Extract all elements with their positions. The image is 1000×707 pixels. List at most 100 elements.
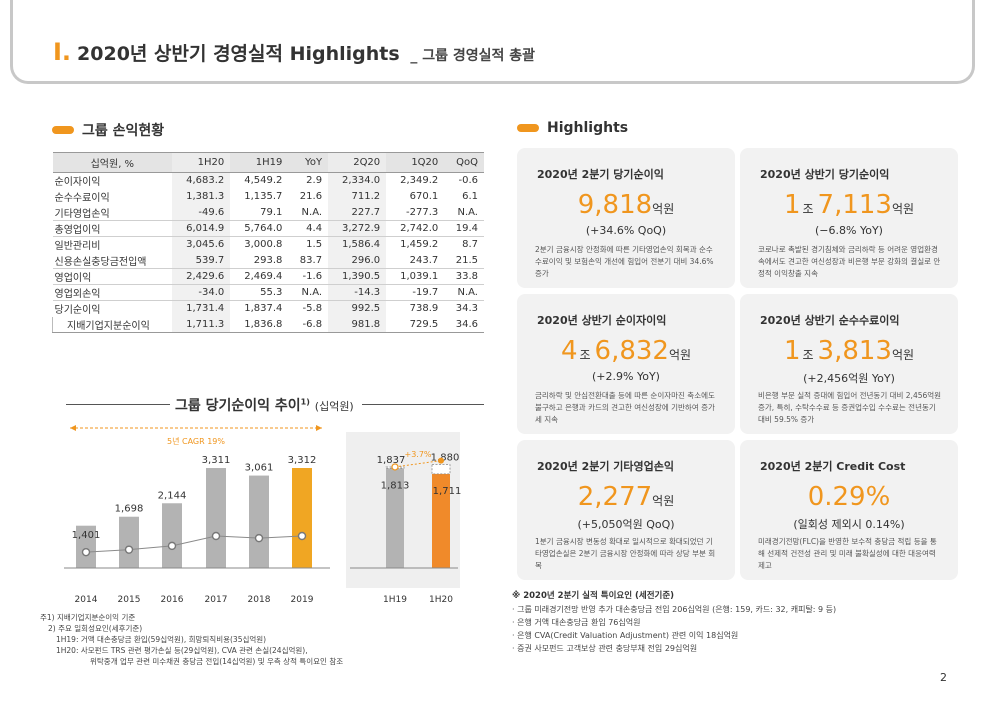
net-income-chart: 5년 CAGR 19% 1,401 1,698 2,144 3,311 3,061 3,31… bbox=[64, 425, 461, 605]
trend-unit: (십억원) bbox=[314, 400, 354, 413]
table-cell: 4,683.2 bbox=[172, 172, 231, 189]
highlights-title: Highlights bbox=[517, 120, 628, 136]
x-tick-label: 2016 bbox=[161, 595, 184, 605]
cagr-arrow-head-left bbox=[70, 425, 76, 431]
table-cell: 1,039.1 bbox=[386, 268, 445, 285]
card-change: (−6.8% YoY) bbox=[815, 224, 883, 237]
card-description: 금리하락 및 안심전환대출 등에 따른 순이자마진 축소에도 불구하고 은행과 … bbox=[535, 391, 715, 424]
bar-2018 bbox=[249, 475, 269, 568]
inset-bar-1H20 bbox=[432, 473, 450, 568]
table-row: 순이자이익 4,683.2 4,549.2 2.9 2,334.0 2,349.2 -0.6 bbox=[53, 172, 485, 189]
col-header: 2Q20 bbox=[328, 152, 387, 173]
highlight-card: 2020년 2분기 Credit Cost 0.29% (일회성 제외시 0.14%… bbox=[740, 440, 958, 580]
table-cell: -49.6 bbox=[172, 204, 231, 221]
table-cell: -14.3 bbox=[328, 284, 387, 301]
table-cell: 2,469.4 bbox=[230, 268, 289, 285]
trend-point bbox=[124, 545, 134, 554]
bar-value-label: 1,401 bbox=[72, 530, 101, 541]
card-big-prefix: 1 bbox=[783, 190, 801, 220]
x-tick-label: 2014 bbox=[75, 595, 98, 605]
inset-x-tick-label: 1H19 bbox=[383, 595, 407, 605]
col-header: 1H19 bbox=[230, 152, 289, 173]
table-cell: 79.1 bbox=[260, 206, 283, 218]
trend-line bbox=[85, 535, 303, 553]
row-label: 총영업이익 bbox=[52, 220, 173, 237]
row-label: 순수수료이익 bbox=[54, 193, 110, 204]
title-text: 2020년 상반기 경영실적 Highlights bbox=[77, 43, 400, 65]
table-cell: 3,272.9 bbox=[328, 220, 387, 237]
table-cell: 992.5 bbox=[328, 300, 387, 317]
table-cell: 4,549.2 bbox=[244, 175, 283, 187]
card-description: 1분기 금융시장 변동성 확대로 일시적으로 확대되었던 기타영업손실은 2분기… bbox=[535, 537, 716, 570]
row-label: 영업이익 bbox=[52, 268, 173, 285]
table-cell: 1,390.5 bbox=[328, 268, 387, 285]
trend-divider-right bbox=[362, 404, 484, 405]
inset-growth-label: +3.7% bbox=[404, 450, 431, 459]
card-big-value: 7,113 bbox=[817, 190, 892, 220]
table-cell: -277.3 bbox=[406, 206, 439, 218]
card-title: 2020년 상반기 순수수료이익 bbox=[760, 314, 900, 327]
row-label: 기타영업손익 bbox=[54, 208, 110, 220]
x-tick-label: 2018 bbox=[248, 595, 271, 605]
col-header: YoY bbox=[288, 152, 329, 173]
table-cell: 21.5 bbox=[455, 254, 478, 266]
header-box: Ⅰ. 2020년 상반기 경영실적 Highlights _ 그룹 경영실적 총괄 bbox=[10, 0, 975, 84]
inset-base-label: 1,813 bbox=[381, 480, 410, 491]
pill-icon bbox=[517, 124, 539, 132]
card-description: 미래경기전망(FLC)을 반영한 보수적 충당금 적립 등을 통해 선제적 건전… bbox=[758, 537, 937, 570]
row-label: 일반관리비 bbox=[52, 236, 173, 253]
bar-2019 bbox=[292, 468, 312, 568]
col-header: 십억원, % bbox=[52, 152, 173, 173]
table-cell: 2.9 bbox=[306, 175, 323, 187]
footnote: 위탁중개 업무 관련 미수채권 충당금 전입(14십억원) 및 우측 상적 특이… bbox=[90, 657, 344, 666]
card-big-prefix: 1 bbox=[783, 336, 801, 366]
row-label: 영업외손익 bbox=[52, 284, 173, 301]
note-item: · 증권 사모펀드 고객보상 관련 충당부채 전입 29십억원 bbox=[512, 644, 698, 653]
card-change: (+34.6% QoQ) bbox=[585, 224, 667, 237]
table-row: 기타영업손익 -49.6 79.1 N.A. 227.7 -277.3 N.A. bbox=[53, 204, 485, 221]
table-cell: 1,459.2 bbox=[386, 236, 445, 253]
table-cell: 33.8 bbox=[444, 268, 484, 285]
trend-point bbox=[81, 547, 91, 557]
table-cell: 3,000.8 bbox=[230, 236, 289, 253]
pl-section-title-text: 그룹 손익현황 bbox=[82, 123, 165, 139]
table-cell: 539.7 bbox=[172, 252, 231, 269]
footnote: 주1) 지배기업지분순이익 기준 bbox=[40, 613, 136, 622]
table-cell: 83.7 bbox=[299, 254, 323, 266]
card-description: 코로나로 촉발된 경기침체와 금리하락 등 어려운 영업환경 속에서도 견고한 … bbox=[758, 245, 941, 278]
table-cell: -1.6 bbox=[288, 268, 329, 285]
table-row: 순수수료이익 1,381.3 1,135.7 21.6 711.2 670.1 6.1 bbox=[53, 188, 485, 205]
card-jo-unit: 조 bbox=[802, 348, 814, 362]
pl-table-header-row: 십억원, % 1H20 1H19 YoY 2Q20 1Q20 QoQ bbox=[52, 152, 484, 173]
table-cell: 5,764.0 bbox=[230, 220, 289, 237]
col-header: 1H20 bbox=[172, 152, 231, 173]
table-cell: 1.5 bbox=[288, 236, 329, 253]
footnote: 2) 주요 일회성요인(세후기준) bbox=[48, 624, 143, 633]
table-cell: 729.5 bbox=[386, 316, 445, 333]
trend-point bbox=[211, 531, 221, 541]
card-change: (+2.9% YoY) bbox=[592, 370, 660, 383]
page-title: Ⅰ. 2020년 상반기 경영실적 Highlights _ 그룹 경영실적 총괄 bbox=[53, 38, 535, 66]
highlight-card: 2020년 상반기 순이자이익 4 조 6,832억원 (+2.9% YoY) 금리하락 … bbox=[517, 294, 735, 434]
card-title: 2020년 2분기 당기순이익 bbox=[537, 168, 664, 181]
table-cell: 19.4 bbox=[444, 220, 484, 237]
table-cell: 1,135.7 bbox=[244, 191, 283, 202]
trend-point bbox=[167, 541, 177, 551]
trend-title-text: 그룹 당기순이익 추이 bbox=[175, 398, 301, 414]
table-cell: 21.6 bbox=[299, 191, 323, 202]
table-cell: 4.4 bbox=[288, 220, 329, 237]
table-cell: 227.7 bbox=[328, 204, 387, 221]
card-big-value: 9,818 bbox=[577, 190, 653, 220]
x-tick-label: 2017 bbox=[205, 595, 228, 605]
inset-growth-point bbox=[391, 463, 399, 471]
special-factors-notes: ※ 2020년 2분기 실적 특이요인 (세전기준) · 그룹 미래경기전망 반… bbox=[512, 590, 836, 655]
table-cell: 2,742.0 bbox=[386, 220, 445, 237]
table-cell: 3,045.6 bbox=[172, 236, 231, 253]
card-big-value: 0.29% bbox=[807, 482, 891, 512]
inset-growth-point bbox=[438, 457, 444, 464]
card-unit: 억원 bbox=[652, 494, 675, 508]
card-unit: 억원 bbox=[652, 202, 675, 216]
table-cell: -5.8 bbox=[288, 300, 329, 317]
card-unit: 억원 bbox=[668, 348, 692, 362]
cagr-arrow-head-right bbox=[316, 425, 322, 431]
